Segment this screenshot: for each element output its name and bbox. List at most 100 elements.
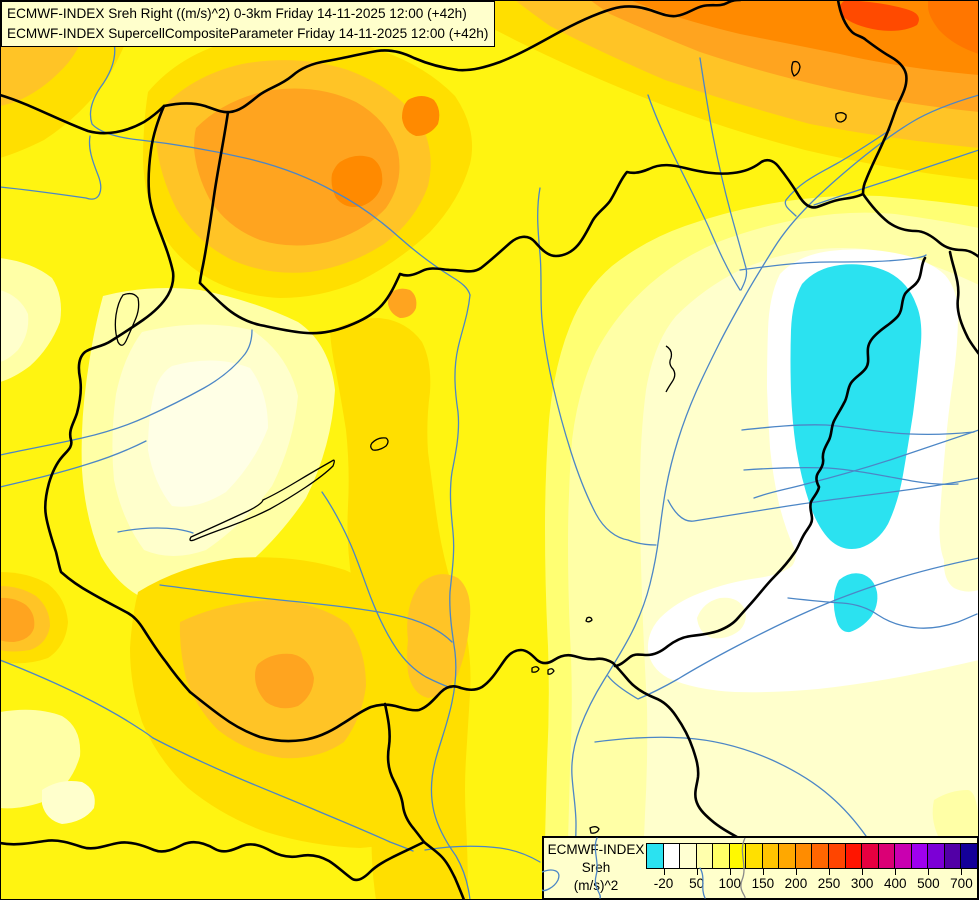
legend-tick-label: 100 xyxy=(718,876,742,891)
legend-color-cell xyxy=(812,843,830,869)
river-zagyva xyxy=(537,187,657,546)
lake-ferto-outline xyxy=(114,292,140,346)
legend-color-cell xyxy=(646,843,664,869)
legend-label-model: ECMWF-INDEX xyxy=(547,842,645,857)
legend-color-cell xyxy=(762,843,780,869)
legend-color-cell xyxy=(680,843,697,869)
border-austria-hungary xyxy=(43,104,192,694)
river-crossing-east-2 xyxy=(743,466,959,486)
river-sio xyxy=(321,491,452,689)
border-danube-croatia-serbia xyxy=(383,702,466,900)
legend-color-cell xyxy=(895,843,912,869)
legend-tick-mark xyxy=(762,869,764,875)
lake-balaton-outline xyxy=(189,459,335,542)
legend-color-cell xyxy=(779,843,796,869)
river-bega-south xyxy=(594,736,867,837)
legend-tick-mark xyxy=(895,869,897,875)
legend-tick-scale: -20 50 100 150 200 250 300 400 500 700 xyxy=(647,869,979,899)
river-mura xyxy=(0,659,154,739)
deep-orange-spot-nw-2 xyxy=(402,96,440,136)
deep-orange-spot-nw-1 xyxy=(331,155,383,207)
border-hungary-south xyxy=(188,648,762,853)
river-crossing-east-1 xyxy=(741,424,975,436)
legend-color-cell xyxy=(713,843,730,869)
border-austria-slovakia xyxy=(198,110,230,285)
legend-tick-mark xyxy=(928,869,930,875)
color-scale-legend: ECMWF-INDEX Sreh (m/s)^2 -20 50 100 150 200 2… xyxy=(542,836,979,900)
legend-tick-mark xyxy=(961,869,963,875)
border-croatia-bosnia xyxy=(0,839,426,882)
border-ukraine-romania xyxy=(861,192,979,259)
small-lake-south-1 xyxy=(531,666,540,673)
legend-label-parameter: Sreh xyxy=(581,860,611,875)
legend-color-cell xyxy=(928,843,945,869)
river-zala xyxy=(117,527,194,534)
legend-color-cell xyxy=(944,843,962,869)
legend-tick-label: 300 xyxy=(850,876,874,891)
legend-color-cell xyxy=(845,843,863,869)
river-crossing-northeast xyxy=(739,254,927,271)
amber-spot-gold-band-south xyxy=(407,574,471,698)
river-maros xyxy=(607,557,979,700)
legend-label-units: (m/s)^2 xyxy=(573,878,619,893)
map-title-box: ECMWF-INDEX Sreh Right ((m/s)^2) 0-3km F… xyxy=(1,1,496,47)
small-lake-northeast xyxy=(835,112,847,123)
river-koros-north xyxy=(753,429,979,499)
legend-color-cell xyxy=(862,843,879,869)
border-hungary-slovakia xyxy=(198,158,865,335)
river-bodrog xyxy=(784,129,891,217)
legend-color-cell xyxy=(878,843,896,869)
legend-tick-mark xyxy=(696,869,698,875)
lake-outline-layer xyxy=(114,60,847,834)
orange-spot-gold-band-north xyxy=(388,288,417,318)
river-kapos xyxy=(159,584,453,643)
river-hernad xyxy=(699,57,748,291)
river-layer xyxy=(0,37,979,900)
legend-tick-mark xyxy=(829,869,831,875)
border-czech-slovakia xyxy=(162,0,742,114)
river-sajo xyxy=(647,94,741,291)
legend-tick-label: 500 xyxy=(917,876,940,891)
legend-color-bar xyxy=(646,843,978,869)
river-drava xyxy=(152,737,414,852)
lake-velence-outline xyxy=(370,437,389,451)
border-ukraine-west xyxy=(836,0,908,196)
legend-color-cell xyxy=(696,843,714,869)
pale-patch-bottom-right xyxy=(932,790,979,836)
band-corner-orange xyxy=(928,0,979,54)
orange-spot-west-edge xyxy=(0,597,35,642)
small-lake-near-legend xyxy=(589,826,600,834)
river-west-short xyxy=(0,135,102,200)
small-lake-north xyxy=(791,60,801,77)
river-danube-upper xyxy=(89,37,471,296)
orange-core-northwest xyxy=(194,88,400,246)
legend-color-cell xyxy=(961,843,978,869)
legend-color-cell xyxy=(746,843,763,869)
legend-tick-mark xyxy=(729,869,731,875)
small-lake-south-3 xyxy=(585,616,593,623)
map-title-line-1: ECMWF-INDEX Sreh Right ((m/s)^2) 0-3km F… xyxy=(7,6,467,21)
legend-color-cell xyxy=(911,843,929,869)
legend-color-cell xyxy=(795,843,813,869)
map-title-line-2: ECMWF-INDEX SupercellCompositeParameter … xyxy=(7,25,489,41)
river-marcal xyxy=(0,440,147,488)
border-romania-northeast xyxy=(948,250,979,356)
lightest-core-west xyxy=(148,360,268,507)
river-szamos xyxy=(813,149,979,206)
legend-tick-label: 50 xyxy=(689,876,705,891)
river-tisza xyxy=(571,94,979,900)
river-crossing-southeast xyxy=(787,597,978,629)
legend-tick-label: 400 xyxy=(883,876,907,891)
legend-tick-label: 200 xyxy=(784,876,808,891)
legend-color-cell xyxy=(729,843,747,869)
small-lake-south-2 xyxy=(547,668,555,675)
border-hungary-romania xyxy=(613,256,927,668)
legend-tick-label: 150 xyxy=(751,876,775,891)
legend-tick-mark xyxy=(795,869,797,875)
orange-spot-southwest xyxy=(255,653,314,709)
river-danube-south xyxy=(430,294,471,900)
river-koros-south xyxy=(667,477,979,522)
